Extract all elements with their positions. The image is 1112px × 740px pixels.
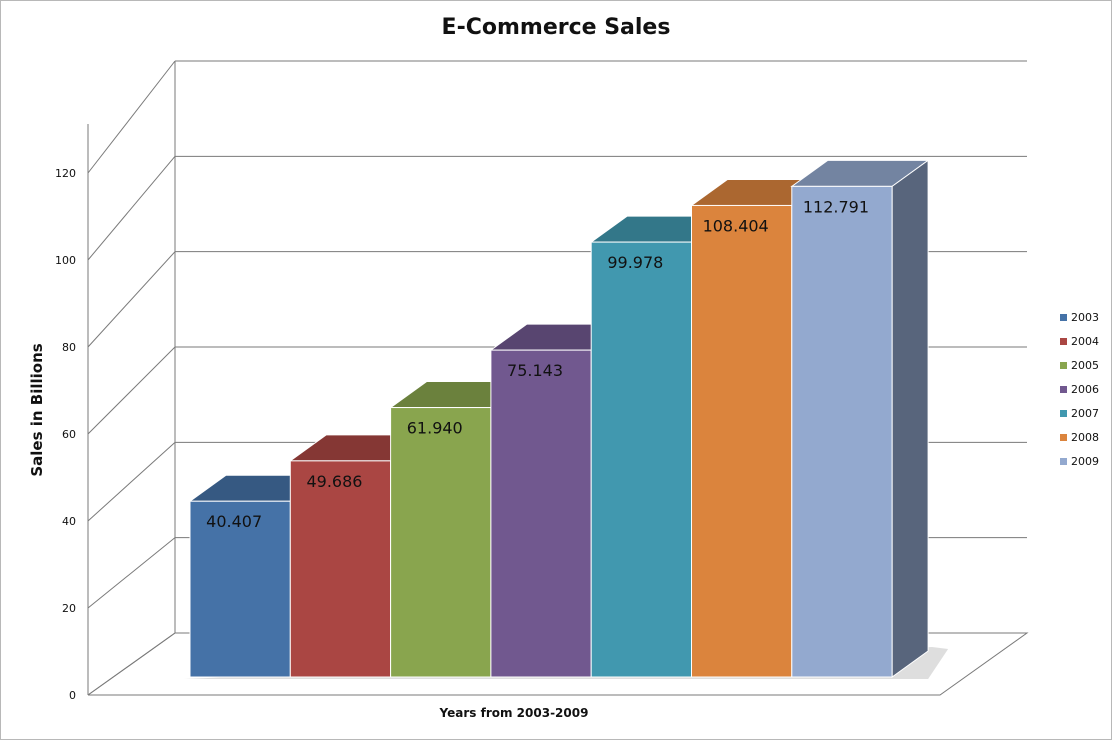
legend-label-2006: 2006: [1071, 383, 1099, 396]
bars-layer: [184, 159, 949, 679]
legend: 2003 2004 2005 2006 2007 2008 2009: [1060, 311, 1099, 468]
chart-title: E-Commerce Sales: [442, 15, 671, 40]
data-label-2003: 40.407: [206, 512, 262, 531]
bar-2008: [691, 204, 793, 678]
legend-label-2005: 2005: [1071, 359, 1099, 372]
data-label-2005: 61.940: [407, 419, 463, 438]
gridline-left-80: [87, 251, 176, 348]
y-tick-label: 40: [62, 515, 76, 528]
legend-label-2008: 2008: [1071, 431, 1099, 444]
x-axis-title: Years from 2003-2009: [439, 706, 589, 720]
legend-swatch-2005: [1060, 362, 1067, 369]
y-axis-title: Sales in Billions: [28, 343, 46, 476]
y-tick-label: 0: [69, 689, 76, 702]
y-tick-label: 20: [62, 602, 76, 615]
y-tick-label: 100: [55, 254, 76, 267]
bar-2009: [791, 185, 893, 678]
bar-2007: [590, 241, 693, 678]
legend-swatch-2007: [1060, 410, 1067, 417]
data-label-2009: 112.791: [803, 197, 869, 216]
legend-swatch-2008: [1060, 434, 1067, 441]
bar-2004: [289, 460, 392, 678]
gridline-left-20: [87, 537, 176, 609]
gridline-left-100: [87, 156, 176, 261]
legend-label-2009: 2009: [1071, 455, 1099, 468]
gridline-left-60: [87, 346, 176, 435]
data-label-2006: 75.143: [507, 361, 563, 380]
y-tick-label: 80: [62, 341, 76, 354]
bar-2005: [390, 407, 492, 678]
legend-swatch-2003: [1060, 314, 1067, 321]
gridline-left-120: [87, 60, 176, 174]
bar-side-2009: [891, 159, 929, 678]
data-labels-layer: 40.407 49.686 61.940 75.143 99.978 108.404 112…: [206, 197, 869, 531]
data-label-2008: 108.404: [703, 216, 769, 235]
data-label-2004: 49.686: [306, 472, 362, 491]
legend-label-2007: 2007: [1071, 407, 1099, 420]
y-tick-label: 60: [62, 428, 76, 441]
legend-label-2004: 2004: [1071, 335, 1099, 348]
legend-swatch-2006: [1060, 386, 1067, 393]
bar-2006: [490, 349, 592, 678]
floor-outline: [87, 632, 1029, 696]
y-tick-label: 120: [55, 167, 76, 180]
gridline-left-40: [87, 441, 176, 522]
legend-swatch-2004: [1060, 338, 1067, 345]
data-label-2007: 99.978: [607, 253, 663, 272]
legend-label-2003: 2003: [1071, 311, 1099, 324]
legend-swatch-2009: [1060, 458, 1067, 465]
y-axis-ticks: 0 20 40 60 80 100 120: [55, 167, 76, 702]
